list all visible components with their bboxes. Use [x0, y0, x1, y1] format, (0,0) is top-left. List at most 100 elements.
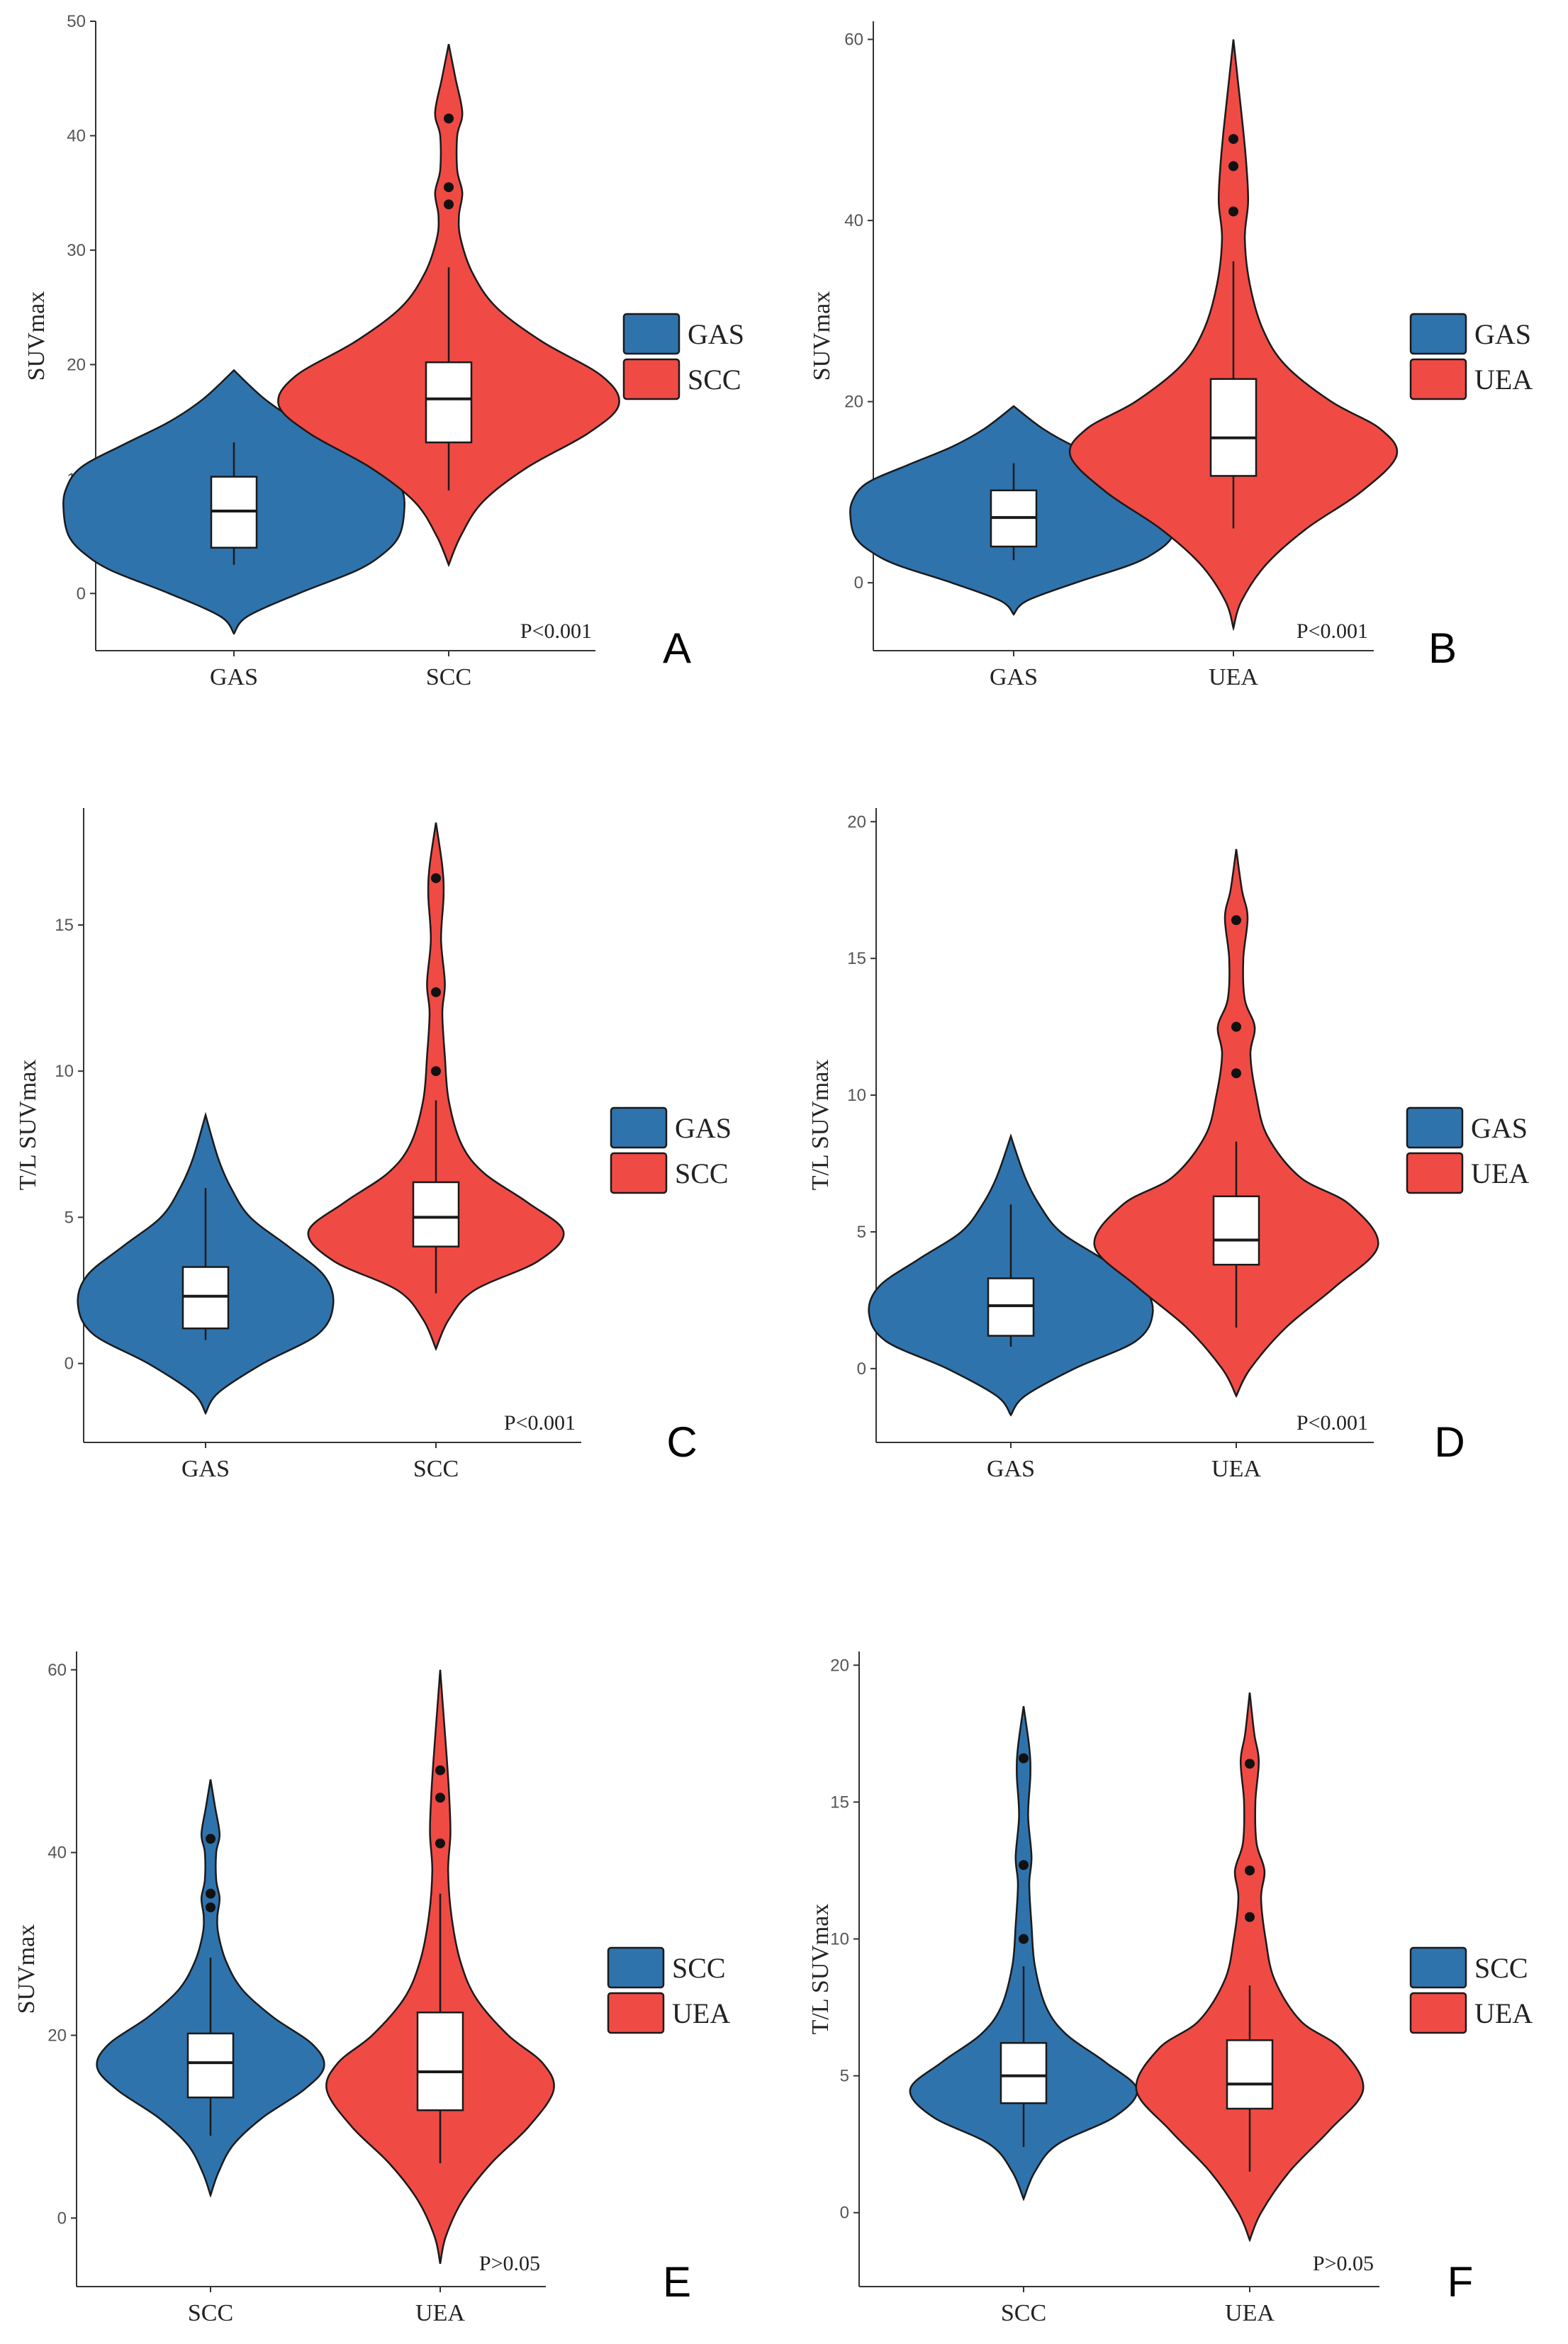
legend-swatch-gas — [610, 1106, 668, 1149]
outlier-point — [431, 873, 441, 883]
y-tick-label: 50 — [67, 12, 86, 31]
violin-uea — [1135, 1692, 1365, 2243]
p-value-label: P<0.001 — [1297, 619, 1368, 643]
y-tick-label: 0 — [77, 584, 86, 603]
y-tick-label: 5 — [65, 1208, 74, 1227]
panel-letter: B — [1428, 624, 1457, 672]
panel-b: 0 20 40 60 GAS UEA SUVmax GAS UEA P<0.001 B — [809, 21, 1533, 690]
outlier-point — [431, 1066, 441, 1077]
legend-swatch-scc — [610, 1152, 668, 1194]
x-category-label: UEA — [1225, 2300, 1275, 2326]
outlier-point — [1245, 1759, 1255, 1769]
panel-letter: D — [1434, 1418, 1465, 1466]
y-tick-label: 10 — [847, 1086, 866, 1105]
legend-swatch-uea — [607, 1992, 665, 2034]
x-category-label: GAS — [990, 664, 1038, 690]
legend-swatch-uea — [1406, 1152, 1464, 1194]
box-uea — [416, 2011, 464, 2112]
box-gas — [181, 1266, 230, 1330]
outlier-point — [431, 987, 441, 997]
panel-d: 0 5 10 15 20 GAS UEA T/L SUVmax GAS UEA P<0.001 D — [807, 808, 1529, 1482]
panel-letter: F — [1447, 2258, 1474, 2306]
y-axis-title: T/L SUVmax — [807, 1904, 834, 2035]
y-tick-label: 15 — [830, 1793, 849, 1812]
y-tick-label: 0 — [857, 1359, 866, 1379]
outlier-point — [1019, 1934, 1029, 1944]
box-scc — [425, 361, 473, 444]
outlier-point — [1019, 1860, 1029, 1871]
x-category-label: SCC — [1001, 2300, 1046, 2326]
legend-label: UEA — [1474, 1997, 1533, 2029]
x-category-label: UEA — [415, 2300, 465, 2326]
legend-label: GAS — [1474, 318, 1531, 350]
x-category-label: SCC — [413, 1456, 459, 1482]
p-value-label: P<0.001 — [504, 1411, 576, 1435]
box-uea — [1212, 1195, 1260, 1266]
y-tick-label: 0 — [854, 573, 863, 593]
outlier-point — [444, 199, 454, 210]
outlier-point — [1245, 1912, 1255, 1922]
legend-swatch-scc — [1409, 1946, 1467, 1989]
panel-letter: A — [663, 624, 691, 672]
y-tick-label: 10 — [830, 1930, 849, 1949]
legend-label: UEA — [672, 1997, 730, 2029]
legend-swatch-gas — [622, 313, 681, 355]
y-tick-label: 20 — [67, 355, 86, 374]
outlier-point — [1245, 1865, 1255, 1875]
outlier-point — [435, 1765, 445, 1776]
legend-swatch-uea — [1409, 358, 1467, 400]
legend-label: SCC — [688, 364, 741, 396]
y-tick-label: 20 — [830, 1656, 849, 1675]
p-value-label: P>0.05 — [1313, 2252, 1374, 2275]
y-tick-label: 60 — [844, 30, 863, 50]
outlier-point — [1228, 206, 1238, 217]
box-uea — [1226, 2039, 1274, 2110]
y-tick-label: 0 — [57, 2209, 67, 2228]
legend-label: UEA — [1474, 364, 1533, 396]
panel-letter: E — [663, 2258, 691, 2306]
y-axis-title: SUVmax — [809, 291, 835, 381]
legend-swatch-scc — [607, 1946, 665, 1989]
legend-label: UEA — [1471, 1157, 1529, 1189]
panel-c: 0 5 10 15 GAS SCC T/L SUVmax GAS SCC P<0.001 C — [15, 808, 732, 1482]
y-tick-label: 40 — [67, 126, 86, 145]
y-tick-label: 15 — [847, 949, 866, 968]
y-tick-label: 30 — [67, 241, 86, 260]
y-axis-title: SUVmax — [23, 291, 50, 381]
y-tick-label: 5 — [840, 2067, 849, 2086]
outlier-point — [206, 1834, 215, 1844]
y-tick-label: 10 — [55, 1062, 74, 1081]
x-category-label: UEA — [1209, 664, 1258, 690]
legend-swatch-scc — [622, 358, 681, 400]
y-axis-title: T/L SUVmax — [15, 1060, 41, 1191]
y-tick-label: 20 — [844, 393, 863, 412]
panel-letter: C — [666, 1418, 697, 1466]
y-tick-label: 15 — [55, 916, 74, 935]
x-category-label: GAS — [181, 1456, 230, 1482]
legend-swatch-gas — [1406, 1106, 1464, 1149]
x-category-label: GAS — [987, 1456, 1035, 1482]
p-value-label: P<0.001 — [520, 619, 592, 643]
outlier-point — [1019, 1753, 1029, 1763]
y-tick-label: 60 — [47, 1661, 67, 1680]
legend-label: SCC — [1474, 1952, 1528, 1984]
x-category-label: SCC — [426, 664, 471, 690]
y-tick-label: 40 — [47, 1844, 67, 1863]
outlier-point — [1228, 134, 1238, 145]
y-tick-label: 0 — [65, 1355, 74, 1374]
legend-label: GAS — [675, 1112, 732, 1144]
box-scc — [412, 1181, 460, 1247]
panel-f: 0 5 10 15 20 SCC UEA T/L SUVmax SCC UEA P>0.05 F — [807, 1652, 1533, 2326]
p-value-label: P<0.001 — [1297, 1411, 1368, 1435]
legend-label: SCC — [672, 1952, 726, 1984]
y-tick-label: 5 — [857, 1223, 866, 1242]
outlier-point — [206, 1888, 215, 1899]
legend-label: SCC — [675, 1157, 729, 1189]
y-tick-label: 20 — [47, 2026, 67, 2045]
outlier-point — [1228, 161, 1238, 172]
x-category-label: UEA — [1211, 1456, 1261, 1482]
legend-label: GAS — [688, 318, 744, 350]
outlier-point — [444, 182, 454, 193]
violin-scc — [909, 1706, 1138, 2202]
